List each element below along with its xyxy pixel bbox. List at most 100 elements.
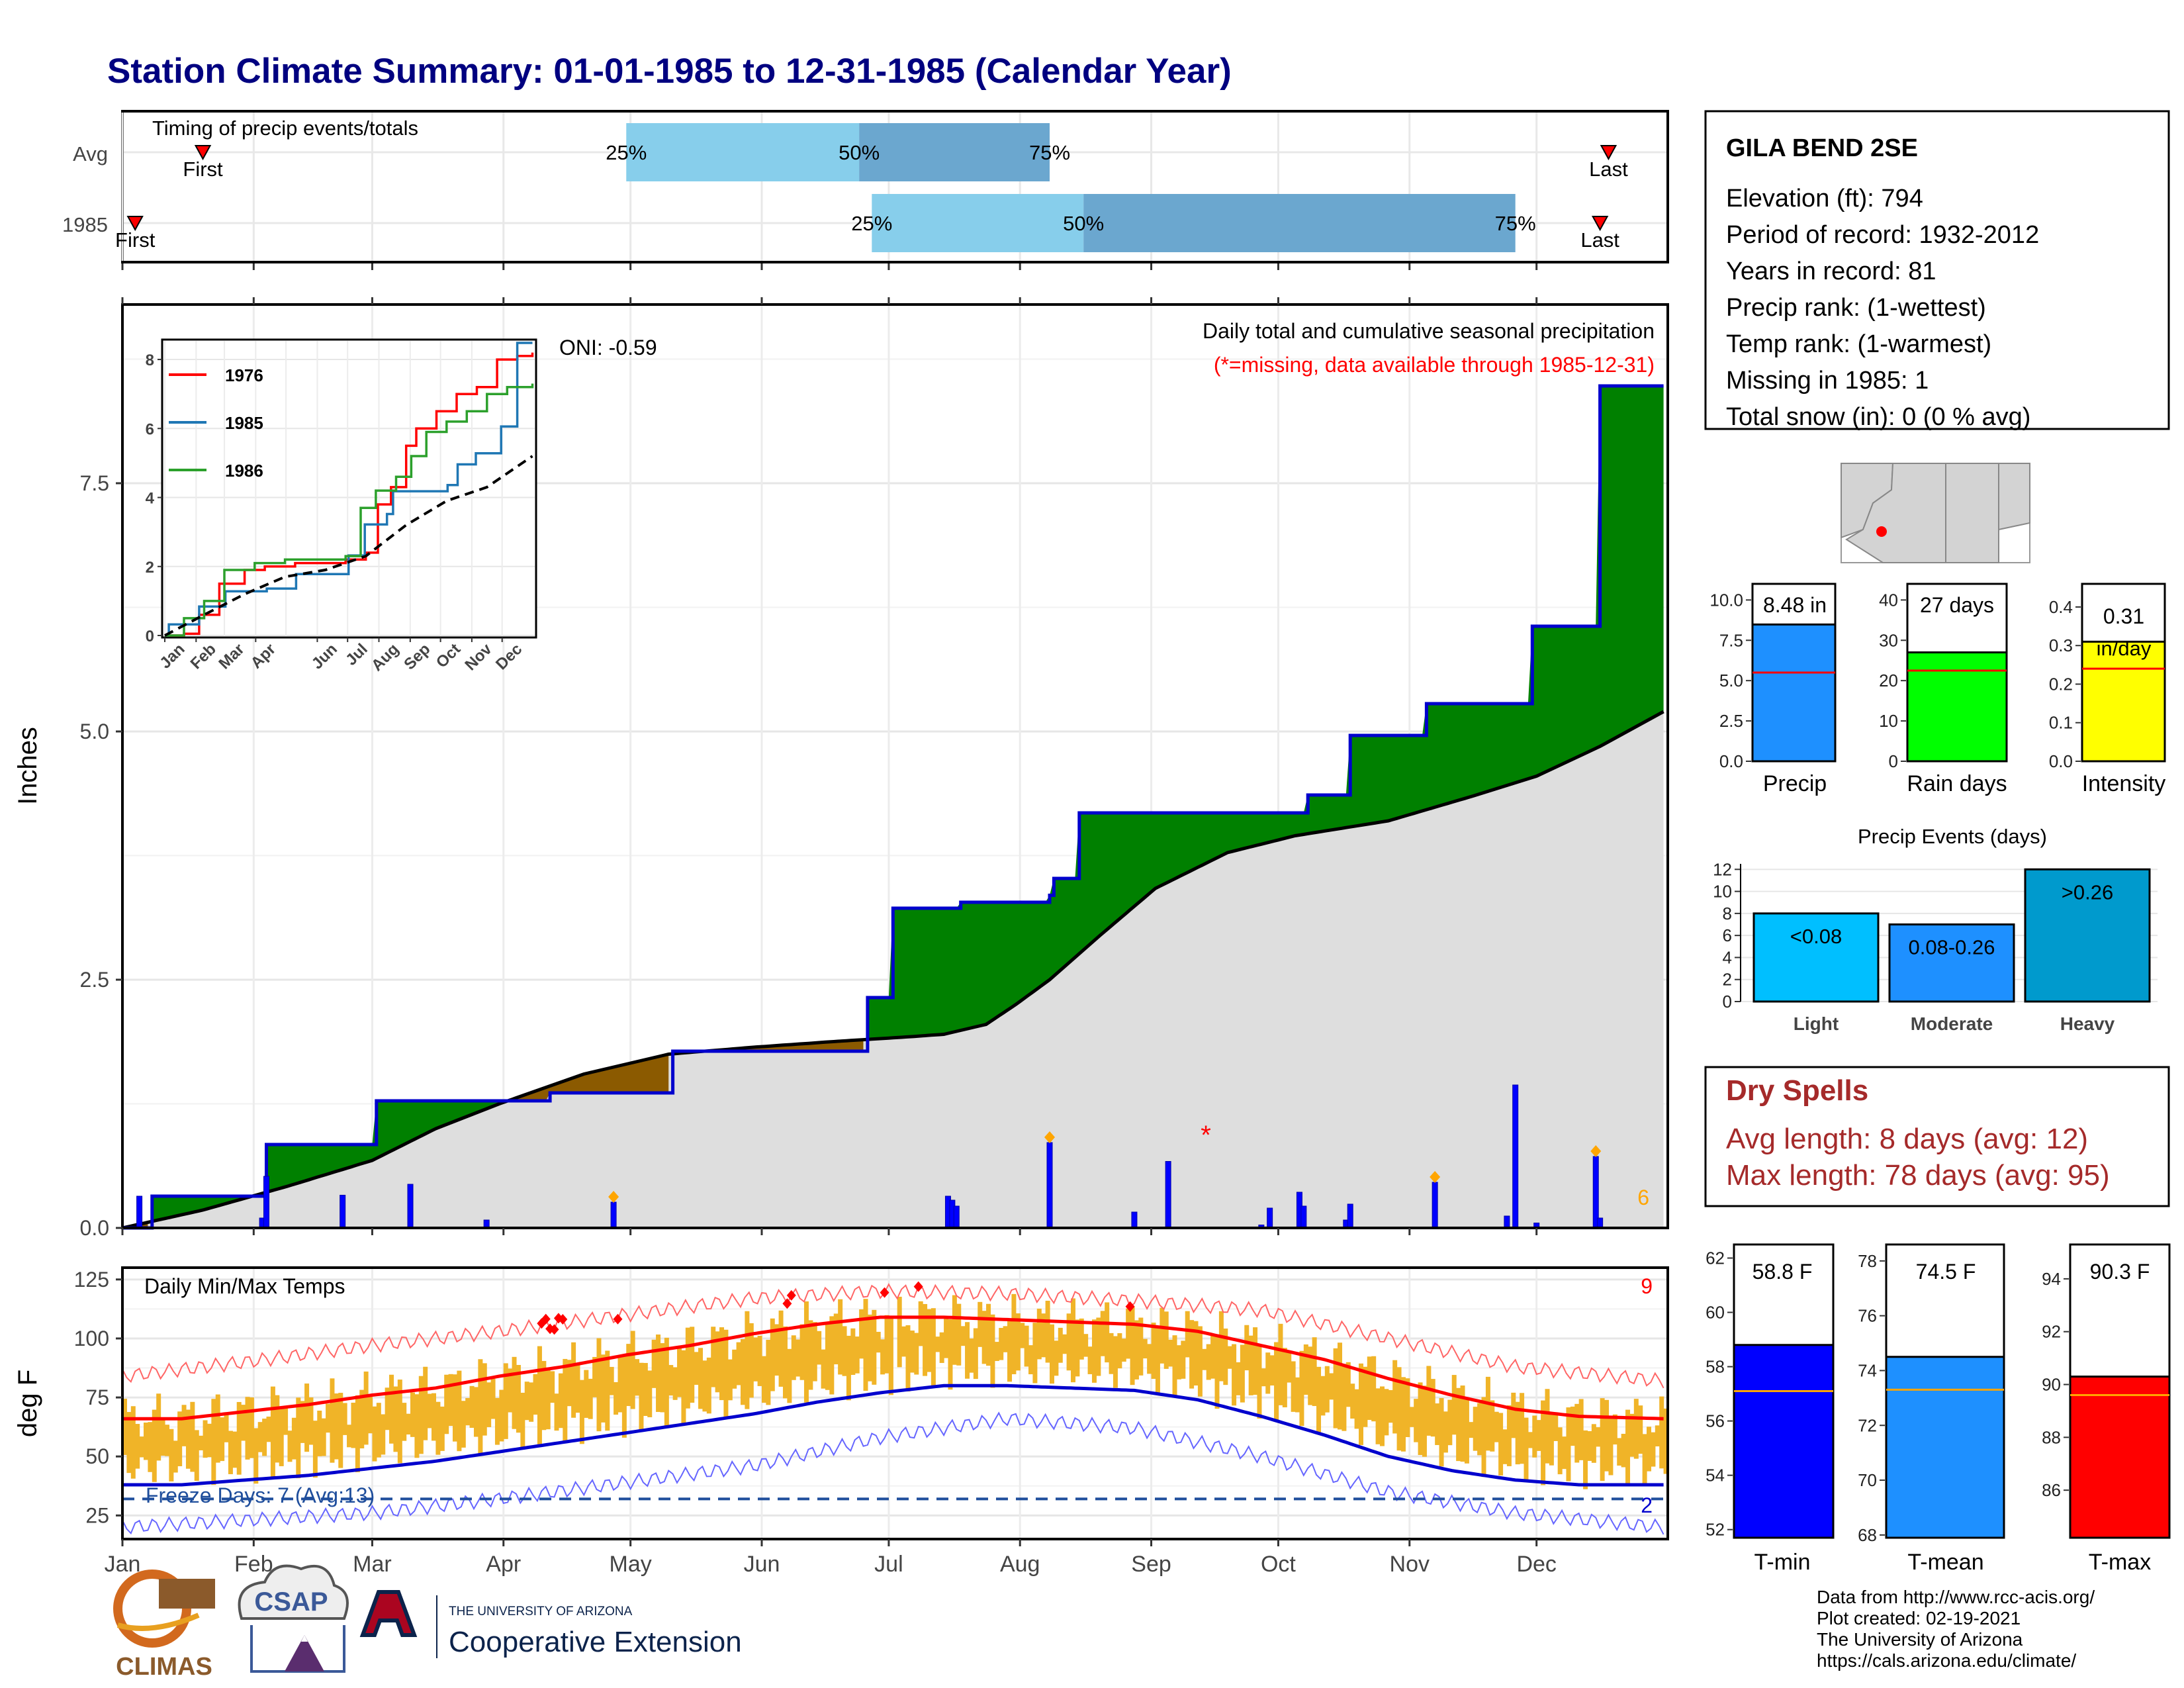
month-label: Apr	[486, 1552, 521, 1577]
record-high-marker	[1125, 1301, 1135, 1312]
daily-temp-bar	[220, 1417, 225, 1462]
inset-y-tick-label: 4	[146, 490, 155, 508]
inset-series-avg	[164, 455, 533, 637]
daily-temp-bar	[825, 1324, 830, 1390]
daily-temp-bar	[385, 1387, 390, 1430]
credit-line-3: The University of Arizona	[1817, 1629, 2023, 1650]
daily-temp-bar	[266, 1417, 271, 1442]
intensity-unit-label: in/day	[2097, 637, 2152, 660]
daily-temp-bar	[1147, 1344, 1152, 1374]
daily-temp-bar	[681, 1350, 686, 1425]
daily-temp-bar	[660, 1343, 665, 1413]
daily-temp-bar	[656, 1335, 661, 1412]
daily-temp-bar	[774, 1324, 780, 1376]
daily-temp-bar	[1469, 1422, 1474, 1438]
daily-temp-bar	[1028, 1345, 1034, 1375]
daily-temp-bar	[342, 1403, 347, 1435]
daily-temp-bar	[1570, 1406, 1575, 1446]
credit-line-4: https://cals.arizona.edu/climate/	[1817, 1650, 2076, 1671]
daily-temp-bar	[723, 1329, 729, 1417]
daily-temp-bar	[1485, 1376, 1490, 1451]
daily-temp-bar	[1651, 1432, 1656, 1467]
summary-y-tick-label: 0.0	[1719, 751, 1743, 771]
location-map	[1841, 463, 2030, 563]
daily-precip-bar	[1300, 1205, 1307, 1229]
daily-temp-bar	[1604, 1399, 1610, 1472]
daily-temp-bar	[1655, 1425, 1660, 1447]
summary-bar-label: Rain days	[1907, 771, 2007, 796]
events-y-tick-label: 8	[1723, 904, 1732, 923]
daily-temp-bar	[859, 1309, 864, 1359]
inset-legend: 1976 1985 1986	[169, 365, 263, 481]
daily-temp-bar	[1443, 1411, 1448, 1453]
daily-temp-bar	[249, 1397, 254, 1458]
month-label: Jul	[874, 1552, 903, 1577]
record-high-markers	[537, 1281, 1135, 1335]
timing-bar-25-50	[626, 123, 860, 181]
daily-temp-bar	[211, 1399, 216, 1485]
daily-temp-bar	[745, 1311, 750, 1409]
daily-temp-bar	[1096, 1317, 1101, 1376]
daily-temp-bar	[389, 1374, 394, 1444]
daily-temp-bar	[626, 1344, 631, 1407]
daily-temp-bar	[1363, 1366, 1368, 1427]
daily-temp-bar	[135, 1424, 140, 1469]
daily-temp-bar	[448, 1374, 453, 1427]
daily-temp-bar	[753, 1337, 758, 1382]
daily-precip-bar	[1347, 1203, 1353, 1229]
daily-temp-bar	[600, 1354, 606, 1423]
daily-temp-bar	[1015, 1313, 1021, 1371]
daily-temp-bar	[381, 1414, 386, 1455]
record-high-marker	[913, 1281, 923, 1292]
daily-temp-bar	[148, 1422, 153, 1472]
daily-temp-bar	[694, 1352, 699, 1385]
inset-y-tick-label: 2	[146, 559, 154, 577]
daily-temp-bar	[1265, 1352, 1271, 1394]
daily-temp-bar	[897, 1296, 902, 1368]
temp-y-tick-label: 100	[74, 1327, 109, 1350]
daily-temp-bar	[863, 1299, 868, 1391]
temp-summary-y-tick-label: 70	[1858, 1470, 1877, 1490]
summary-y-tick-label: 20	[1879, 671, 1898, 690]
daily-temp-bar	[677, 1348, 682, 1397]
daily-temp-bar	[567, 1360, 572, 1407]
daily-temp-bar	[1240, 1344, 1245, 1403]
summary-y-tick-label: 7.5	[1719, 630, 1743, 650]
timing-first-label: First	[183, 158, 223, 181]
daily-temp-bar	[935, 1336, 940, 1352]
daily-temp-bar	[494, 1397, 500, 1445]
above-normal-area	[152, 386, 1664, 1222]
temp-summary-y-tick-label: 92	[2042, 1322, 2061, 1342]
daily-temp-bar	[1409, 1407, 1414, 1427]
temp-summary-bar-2	[2069, 1376, 2171, 1539]
daily-temp-bar	[960, 1326, 966, 1346]
daily-temp-bar	[1036, 1308, 1042, 1360]
daily-temp-bar	[1193, 1321, 1199, 1386]
timing-bar-25-50	[872, 194, 1084, 252]
daily-temp-bar	[1214, 1334, 1220, 1409]
daily-temp-bar	[914, 1333, 919, 1375]
temp-summary-y-tick-label: 56	[1706, 1411, 1725, 1431]
daily-temp-bar	[592, 1356, 598, 1397]
timing-quartile-bars: 25% 50% 75% First Last 25% 50% 75% First Last	[115, 123, 1628, 252]
month-label: Oct	[1261, 1552, 1296, 1577]
daily-temp-bar	[1612, 1414, 1617, 1445]
timing-first-label: First	[115, 228, 156, 252]
events-y-tick-label: 10	[1713, 882, 1732, 902]
daily-temp-bar	[1206, 1344, 1211, 1380]
timing-q75-label: 75%	[1495, 212, 1536, 235]
daily-temp-bar	[571, 1342, 576, 1418]
extreme-day-marker	[1590, 1145, 1602, 1157]
daily-temp-bar	[842, 1326, 847, 1376]
daily-temp-bar	[1155, 1326, 1160, 1393]
daily-temp-bar	[1058, 1327, 1063, 1363]
daily-temp-bar	[1316, 1366, 1322, 1434]
daily-temp-bar	[194, 1430, 199, 1481]
daily-temp-bar	[1007, 1318, 1013, 1382]
daily-temp-bar	[1447, 1399, 1453, 1446]
daily-temp-bar	[160, 1419, 165, 1456]
daily-temp-bar	[1011, 1293, 1017, 1374]
daily-temp-bar	[139, 1436, 144, 1458]
daily-temp-bar	[203, 1420, 208, 1458]
daily-temp-bar	[1003, 1326, 1008, 1352]
